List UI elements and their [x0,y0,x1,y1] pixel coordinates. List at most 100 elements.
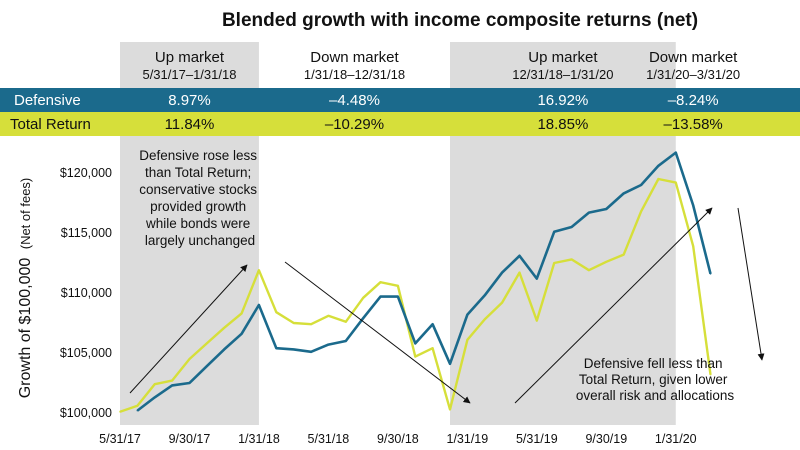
defensive-point [501,271,503,274]
period-name: Down market [310,49,399,66]
period-range: 12/31/18–1/31/20 [512,67,613,82]
arrow-down-market-2 [737,207,765,361]
defensive-point [640,184,642,186]
x-tick-label: 1/31/19 [447,432,489,446]
total-return-band [0,112,800,136]
defensive-point [344,340,347,342]
annotation-line: conservative stocks [139,182,257,197]
total-return-point [327,315,330,317]
period-range: 5/31/17–1/31/18 [142,67,236,82]
annotation-line: Total Return, given lower [579,372,728,387]
total-return-point [136,405,139,407]
period-returns: 8.97% 11.84% –4.48% –10.29% 16.92% 18.85% –8.2… [165,92,723,133]
defensive-point [570,226,573,228]
total-return-point [171,379,173,382]
defensive-point [605,208,608,210]
total-return-point [501,301,503,304]
y-tick-label: $105,000 [60,346,112,360]
x-tick-label: 1/31/18 [238,432,280,446]
period-range: 1/31/18–12/31/18 [304,67,405,82]
total-return-point [536,319,538,322]
total-return-point [310,323,312,326]
y-tick-label: $100,000 [60,406,112,420]
defensive-point [240,333,243,335]
y-axis-label: Growth of $100,000 [17,258,34,399]
defensive-point [622,192,625,195]
total-return-value: –13.58% [664,116,723,133]
arrow-up-market-1 [129,264,248,394]
axes: $100,000 $105,000 $110,000 $115,000 $120,000… [60,166,697,446]
total-return-point [258,269,260,272]
period-name: Up market [155,49,225,66]
defensive-point [275,347,278,350]
defensive-point [431,323,434,326]
total-return-point [379,281,382,284]
total-return-point [431,347,434,350]
arrow-up-market-2 [514,207,713,404]
total-return-point [275,311,278,314]
defensive-point [536,277,538,280]
total-return-point [483,318,486,321]
defensive-point [258,304,260,306]
annotation-line: overall risk and allocations [576,388,735,403]
y-tick-label: $120,000 [60,166,112,180]
defensive-point [709,273,712,275]
total-return-point [292,322,295,324]
total-return-point [692,245,694,247]
defensive-return: 8.97% [168,92,211,109]
period-range: 1/31/20–3/31/20 [646,67,740,82]
x-tick-label: 9/30/18 [377,432,419,446]
total-return-point [605,261,608,263]
period-name: Down market [649,49,738,66]
annotation-line: than Total Return; [145,165,251,180]
total-return-point [223,327,226,329]
defensive-return: 16.92% [537,92,588,109]
total-return-point [240,312,243,315]
annotation-line: Defensive rose less [139,148,257,163]
total-return-point [397,285,399,287]
x-tick-label: 1/31/20 [655,432,697,446]
arrow-down-market-1 [284,261,471,404]
x-tick-label: 9/30/17 [169,432,211,446]
defensive-point [362,317,364,320]
total-return-point [466,339,469,341]
defensive-point [310,351,312,353]
defensive-point [188,382,191,384]
total-return-point [188,358,191,360]
total-return-point [344,321,347,323]
defensive-point [466,313,469,316]
annotation-line: largely unchanged [145,233,255,248]
total-return-point [119,411,121,413]
x-tick-label: 9/30/19 [585,432,627,446]
total-return-row-label: Total Return [10,116,91,133]
period-name: Up market [528,49,598,66]
chart-title: Blended growth with income composite ret… [222,10,698,31]
defensive-return: –8.24% [668,92,719,109]
total-return-value: –10.29% [325,116,384,133]
x-tick-label: 5/31/17 [99,432,141,446]
defensive-point [553,231,556,233]
defensive-point [327,343,330,346]
defensive-point [379,295,382,298]
defensive-point [171,384,173,387]
total-return-point [588,269,590,272]
total-return-point [362,297,364,299]
y-axis-title: Growth of $100,000 (Net of fees) [17,178,34,399]
total-return-point [414,355,417,358]
total-return-point [622,253,625,256]
total-return-point [657,178,660,180]
defensive-point [223,348,226,351]
annotation-up-market: Defensive rose less than Total Return; c… [139,148,261,248]
annotation-down-market: Defensive fell less than Total Return, g… [576,356,735,403]
total-return-point [153,383,156,386]
defensive-band [0,88,800,112]
total-return-point [449,408,451,411]
defensive-point [397,295,399,298]
y-tick-label: $110,000 [61,286,112,300]
annotation-line: Defensive fell less than [584,356,723,371]
defensive-point [292,348,295,351]
total-return-value: 11.84% [165,116,215,133]
defensive-point [136,409,139,412]
